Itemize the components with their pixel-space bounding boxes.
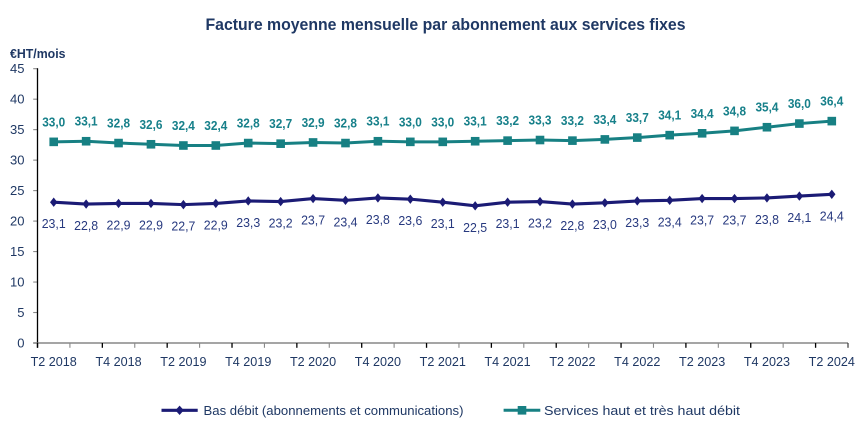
svg-text:45: 45 <box>10 61 24 76</box>
svg-text:23,1: 23,1 <box>496 216 520 231</box>
svg-text:32,6: 32,6 <box>139 117 162 132</box>
svg-text:36,0: 36,0 <box>788 96 811 111</box>
svg-text:€HT/mois: €HT/mois <box>10 46 66 61</box>
svg-text:15: 15 <box>10 244 24 259</box>
svg-text:T2 2024: T2 2024 <box>809 355 855 369</box>
svg-text:33,1: 33,1 <box>464 114 487 129</box>
svg-text:32,8: 32,8 <box>237 116 260 131</box>
svg-text:T4 2018: T4 2018 <box>95 355 141 369</box>
svg-text:32,4: 32,4 <box>172 118 196 133</box>
svg-text:33,0: 33,0 <box>42 114 65 129</box>
svg-text:23,7: 23,7 <box>690 213 714 228</box>
svg-text:25: 25 <box>10 183 24 198</box>
svg-text:T4 2022: T4 2022 <box>614 355 660 369</box>
svg-text:23,1: 23,1 <box>431 216 455 231</box>
svg-text:34,1: 34,1 <box>658 108 681 123</box>
svg-text:23,3: 23,3 <box>236 215 260 230</box>
svg-text:22,7: 22,7 <box>171 219 195 234</box>
svg-text:5: 5 <box>17 305 24 320</box>
svg-text:33,3: 33,3 <box>529 113 552 128</box>
svg-text:T2 2022: T2 2022 <box>549 355 595 369</box>
svg-text:33,1: 33,1 <box>366 114 389 129</box>
svg-text:32,9: 32,9 <box>302 115 325 130</box>
svg-text:T2 2018: T2 2018 <box>31 355 77 369</box>
svg-text:Facture moyenne mensuelle par: Facture moyenne mensuelle par abonnement… <box>206 16 686 34</box>
svg-text:23,7: 23,7 <box>301 213 325 228</box>
svg-text:23,2: 23,2 <box>269 216 293 231</box>
svg-text:33,2: 33,2 <box>561 113 584 128</box>
svg-text:23,4: 23,4 <box>658 214 682 229</box>
svg-text:0: 0 <box>17 336 24 351</box>
svg-text:32,4: 32,4 <box>204 118 228 133</box>
svg-text:24,1: 24,1 <box>787 210 811 225</box>
svg-text:33,0: 33,0 <box>399 114 422 129</box>
svg-text:33,2: 33,2 <box>496 113 519 128</box>
svg-text:23,0: 23,0 <box>593 217 617 232</box>
svg-text:34,4: 34,4 <box>691 106 715 121</box>
svg-text:22,9: 22,9 <box>107 217 131 232</box>
svg-text:23,1: 23,1 <box>42 216 66 231</box>
svg-text:32,8: 32,8 <box>107 116 130 131</box>
svg-text:22,8: 22,8 <box>74 218 98 233</box>
svg-text:T4 2019: T4 2019 <box>225 355 271 369</box>
svg-text:33,1: 33,1 <box>75 114 98 129</box>
svg-text:T4 2021: T4 2021 <box>484 355 530 369</box>
svg-text:34,8: 34,8 <box>723 103 746 118</box>
svg-text:22,8: 22,8 <box>560 218 584 233</box>
svg-text:32,8: 32,8 <box>334 116 357 131</box>
svg-text:24,4: 24,4 <box>820 208 844 223</box>
svg-text:33,0: 33,0 <box>431 114 454 129</box>
svg-text:23,6: 23,6 <box>398 213 422 228</box>
svg-text:40: 40 <box>10 92 24 107</box>
svg-text:T4 2020: T4 2020 <box>355 355 401 369</box>
svg-text:33,4: 33,4 <box>593 112 617 127</box>
svg-text:23,2: 23,2 <box>528 216 552 231</box>
svg-text:35,4: 35,4 <box>755 100 779 115</box>
svg-text:T2 2020: T2 2020 <box>290 355 336 369</box>
svg-text:23,3: 23,3 <box>625 215 649 230</box>
svg-text:35: 35 <box>10 122 24 137</box>
svg-text:T2 2023: T2 2023 <box>679 355 725 369</box>
svg-text:Services haut et très haut déb: Services haut et très haut débit <box>544 403 740 418</box>
svg-text:Bas débit (abonnements et comm: Bas débit (abonnements et communications… <box>204 403 464 418</box>
svg-text:23,7: 23,7 <box>723 213 747 228</box>
svg-text:33,7: 33,7 <box>626 110 649 125</box>
svg-text:20: 20 <box>10 214 24 229</box>
svg-text:10: 10 <box>10 275 24 290</box>
svg-text:23,8: 23,8 <box>755 212 779 227</box>
svg-text:22,5: 22,5 <box>463 220 487 235</box>
svg-text:22,9: 22,9 <box>204 217 228 232</box>
svg-text:30: 30 <box>10 153 24 168</box>
svg-text:T2 2021: T2 2021 <box>420 355 466 369</box>
svg-text:22,9: 22,9 <box>139 217 163 232</box>
svg-text:T2 2019: T2 2019 <box>160 355 206 369</box>
svg-text:T4 2023: T4 2023 <box>744 355 790 369</box>
svg-text:36,4: 36,4 <box>820 94 844 109</box>
svg-text:23,8: 23,8 <box>366 212 390 227</box>
svg-text:23,4: 23,4 <box>333 214 357 229</box>
svg-text:32,7: 32,7 <box>269 116 292 131</box>
